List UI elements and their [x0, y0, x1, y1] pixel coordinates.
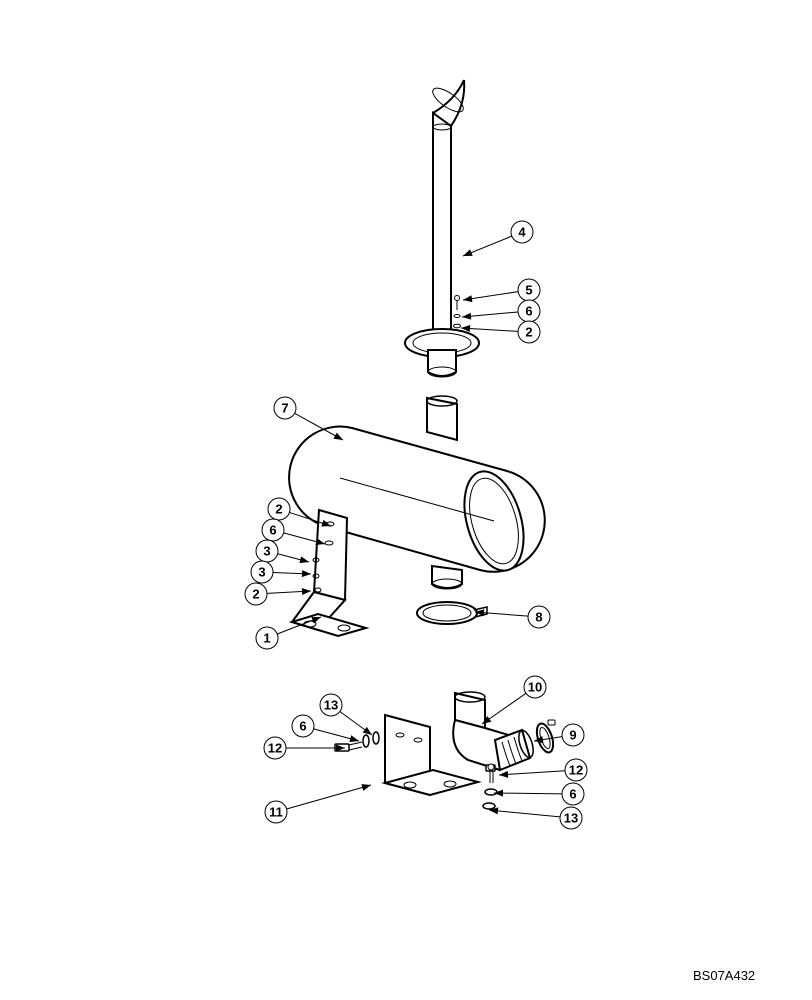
- callout-12: 12: [565, 759, 587, 781]
- callout-2: 2: [268, 498, 290, 520]
- svg-text:7: 7: [281, 401, 288, 416]
- callout-2: 2: [245, 583, 267, 605]
- callout-9: 9: [562, 724, 584, 746]
- svg-text:13: 13: [564, 811, 578, 826]
- callout-5: 5: [518, 279, 540, 301]
- image-id: BS07A432: [693, 968, 755, 983]
- svg-text:8: 8: [535, 610, 542, 625]
- svg-text:3: 3: [263, 544, 270, 559]
- callout-13: 13: [560, 807, 582, 829]
- svg-text:2: 2: [525, 325, 532, 340]
- part-elbow: [453, 692, 536, 770]
- callout-1: 1: [256, 627, 278, 649]
- callout-3: 3: [251, 561, 273, 583]
- svg-text:2: 2: [252, 587, 259, 602]
- callout-3: 3: [256, 540, 278, 562]
- svg-text:12: 12: [569, 763, 583, 778]
- callout-11: 11: [265, 801, 287, 823]
- callout-8: 8: [528, 606, 550, 628]
- svg-text:1: 1: [263, 631, 270, 646]
- svg-text:13: 13: [324, 698, 338, 713]
- svg-text:6: 6: [299, 719, 306, 734]
- svg-text:2: 2: [275, 502, 282, 517]
- svg-text:9: 9: [569, 728, 576, 743]
- callout-2: 2: [518, 321, 540, 343]
- svg-text:4: 4: [518, 225, 526, 240]
- callout-6: 6: [518, 300, 540, 322]
- svg-text:10: 10: [528, 680, 542, 695]
- part-exhaust-stack: [405, 80, 479, 377]
- callout-6: 6: [262, 519, 284, 541]
- svg-text:6: 6: [269, 523, 276, 538]
- svg-text:6: 6: [569, 787, 576, 802]
- callout-6: 6: [292, 715, 314, 737]
- part-hose-clamp: [534, 720, 557, 754]
- callout-13: 13: [320, 694, 342, 716]
- right-fasteners: [483, 764, 497, 809]
- svg-text:6: 6: [525, 304, 532, 319]
- part-clamp-ring: [417, 602, 487, 624]
- exploded-diagram: 4 5 6 2 7 2 6 3 3 2 1 8 13 6 12 11 10 9 12 6 13: [0, 0, 812, 1000]
- callout-10: 10: [524, 676, 546, 698]
- callout-7: 7: [274, 397, 296, 419]
- svg-text:11: 11: [269, 805, 283, 820]
- svg-text:3: 3: [258, 565, 265, 580]
- callout-4: 4: [511, 221, 533, 243]
- callout-6: 6: [562, 783, 584, 805]
- svg-text:5: 5: [525, 283, 532, 298]
- flange-fasteners: [454, 296, 461, 328]
- callout-12: 12: [264, 737, 286, 759]
- svg-text:12: 12: [268, 741, 282, 756]
